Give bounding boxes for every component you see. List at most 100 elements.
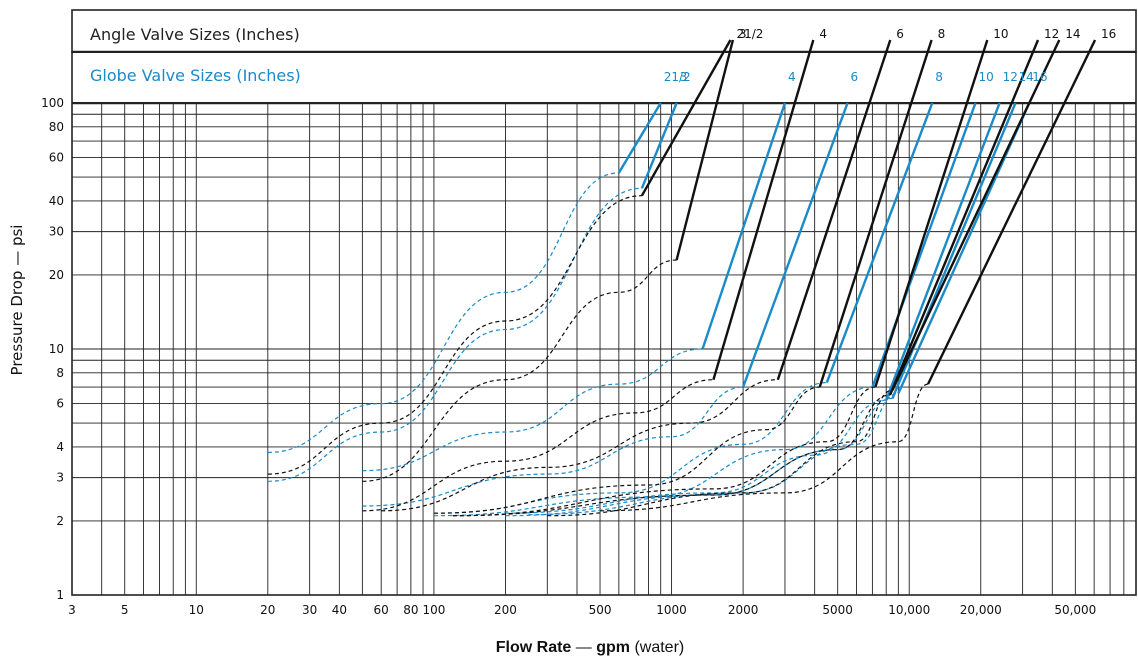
valve-size-header: Angle Valve Sizes (Inches) Globe Valve S… xyxy=(90,25,301,85)
y-tick-label: 8 xyxy=(56,366,64,380)
x-tick-label: 5000 xyxy=(822,603,853,617)
size-label-globe-4: 4 xyxy=(788,70,796,84)
series-angle-6-curve xyxy=(381,379,778,512)
series-globe-10-curve xyxy=(433,386,873,517)
x-tick-label: 80 xyxy=(403,603,418,617)
series-angle-16-curve xyxy=(599,383,929,512)
series-angle-14-curve xyxy=(547,389,893,517)
y-tick-label: 1 xyxy=(56,588,64,602)
globe-header-text: Globe Valve Sizes (Inches) xyxy=(90,66,301,85)
x-tick-label: 500 xyxy=(589,603,612,617)
series-angle-4-header-line xyxy=(793,39,815,104)
angle-header-box xyxy=(71,9,1137,53)
series-globe-12-curve xyxy=(505,399,887,514)
series-angle-6-header-line xyxy=(868,39,892,104)
series-angle-16-header-line xyxy=(1063,39,1097,104)
series-angle-16-line xyxy=(926,102,1066,385)
curves xyxy=(267,39,1097,517)
x-tick-label: 10 xyxy=(189,603,204,617)
size-label-angle-12: 12 xyxy=(1044,27,1059,41)
plot-frame xyxy=(71,51,1137,596)
series-angle-3-header-line xyxy=(715,39,735,104)
series-angle-8-header-line xyxy=(910,39,933,104)
series-angle-10-header-line xyxy=(965,39,989,104)
x-axis-label: Flow Rate — gpm (water) xyxy=(496,639,684,656)
x-tick-label: 20 xyxy=(260,603,275,617)
x-tick-label: 60 xyxy=(374,603,389,617)
series-globe-6-line xyxy=(741,102,849,388)
angle-header-text: Angle Valve Sizes (Inches) xyxy=(90,25,300,44)
x-axis-label-unit: gpm xyxy=(596,639,630,656)
x-tick-label: 5 xyxy=(121,603,129,617)
series-globe-16-curve xyxy=(528,392,899,516)
series-angle-6-line xyxy=(776,102,871,381)
x-tick-label: 2000 xyxy=(728,603,759,617)
series-angle-3-curve xyxy=(362,259,677,482)
size-label-angle-10: 10 xyxy=(993,27,1008,41)
series-globe-4-line xyxy=(701,102,787,350)
series-angle-3-line xyxy=(675,102,718,261)
size-label-angle-3: 3 xyxy=(739,27,747,41)
y-tick-label: 3 xyxy=(56,471,64,485)
x-tick-label: 50,000 xyxy=(1054,603,1096,617)
size-label-globe-10: 10 xyxy=(978,70,993,84)
x-tick-label: 3 xyxy=(68,603,76,617)
x-axis-label-dash: — xyxy=(571,639,596,656)
x-tick-label: 40 xyxy=(332,603,347,617)
series-angle-10-curve xyxy=(452,386,876,517)
x-tick-label: 200 xyxy=(494,603,517,617)
series-angle-4-line xyxy=(712,102,796,381)
size-label-angle-16: 16 xyxy=(1101,27,1116,41)
series-angle-2-1-2-header-line xyxy=(693,39,732,104)
series-globe-6-curve xyxy=(362,386,744,507)
y-tick-label: 10 xyxy=(49,342,64,356)
series-globe-3-curve xyxy=(267,187,642,482)
series-globe-2-1-2-line xyxy=(617,102,662,174)
series-angle-14-line xyxy=(891,102,1031,391)
series-angle-12-header-line xyxy=(1010,39,1040,104)
x-axis-label-bold: Flow Rate xyxy=(496,639,572,656)
y-tick-label: 40 xyxy=(49,194,64,208)
series-angle-2-1-2-line xyxy=(640,102,696,197)
size-label-globe-14: 14 xyxy=(1018,70,1033,84)
y-tick-label: 80 xyxy=(49,120,64,134)
size-label-angle-8: 8 xyxy=(938,27,946,41)
series-globe-14-curve xyxy=(505,397,893,517)
x-tick-label: 20,000 xyxy=(960,603,1002,617)
size-label-angle-6: 6 xyxy=(896,27,904,41)
series-angle-2-1-2-curve xyxy=(267,195,642,475)
y-tick-label: 60 xyxy=(49,151,64,165)
series-globe-8-curve xyxy=(433,382,827,514)
series-angle-10-line xyxy=(874,102,969,388)
x-axis-label-note: (water) xyxy=(630,639,684,656)
y-tick-label: 4 xyxy=(56,440,64,454)
y-tick-label: 20 xyxy=(49,268,64,282)
y-tick-label: 6 xyxy=(56,397,64,411)
size-label-angle-2-1-2: 21/2 xyxy=(736,27,763,41)
series-angle-12-curve xyxy=(452,394,891,517)
series-angle-8-curve xyxy=(433,386,820,514)
series-angle-12-line xyxy=(888,102,1013,396)
x-tick-label: 30 xyxy=(302,603,317,617)
size-label-globe-16: 16 xyxy=(1032,70,1047,84)
y-tick-label: 2 xyxy=(56,514,64,528)
size-label-angle-4: 4 xyxy=(819,27,827,41)
series-globe-12-line xyxy=(885,102,1001,401)
x-tick-label: 100 xyxy=(422,603,445,617)
size-label-angle-14: 14 xyxy=(1065,27,1080,41)
y-axis-label: Pressure Drop — psi xyxy=(8,225,26,376)
x-tick-label: 10,000 xyxy=(888,603,930,617)
series-angle-4-curve xyxy=(362,379,714,512)
series-globe-3-line xyxy=(640,102,678,189)
tick-labels: 3 5 10 20 30 40 60 80 100 200 500 1000 2000 5000 10,00… xyxy=(41,96,1096,617)
series-globe-4-curve xyxy=(362,348,703,472)
size-label-globe-8: 8 xyxy=(935,70,943,84)
x-tick-label: 1000 xyxy=(656,603,687,617)
size-label-globe-6: 6 xyxy=(851,70,859,84)
y-tick-label: 100 xyxy=(41,96,64,110)
size-label-globe-3: 3 xyxy=(680,70,688,84)
series-angle-8-line xyxy=(818,102,913,388)
size-label-globe-2-1-2: 21/2 xyxy=(664,70,691,84)
